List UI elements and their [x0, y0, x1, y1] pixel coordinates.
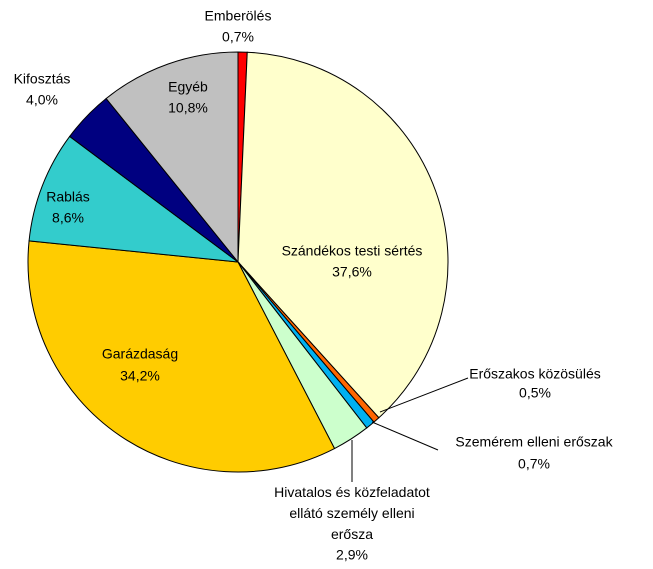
slice-label: Egyéb	[168, 79, 208, 95]
slice-label: Erőszakos közösülés	[469, 366, 601, 382]
value-label: 4,0%	[26, 92, 58, 108]
value-label: 0,5%	[519, 385, 551, 401]
slice-label: Szemérem elleni erőszak	[455, 434, 613, 450]
slice-label: Garázdaság	[102, 346, 178, 362]
pie-slice	[27, 240, 336, 473]
value-label: 37,6%	[332, 264, 372, 280]
value-label: 2,9%	[336, 547, 368, 563]
slice-label: Emberölés	[205, 8, 272, 24]
pie-slice	[28, 135, 240, 263]
leader-line	[379, 377, 469, 413]
value-label: 0,7%	[222, 29, 254, 45]
slice-label: Hivatalos és közfeladatot ellátó személy …	[274, 484, 430, 542]
slice-label: Kifosztás	[14, 71, 71, 87]
value-label: 10,8%	[168, 100, 208, 116]
value-label: 8,6%	[52, 210, 84, 226]
value-label: 34,2%	[120, 368, 160, 384]
value-label: 0,7%	[518, 456, 550, 472]
slice-label: Rablás	[46, 189, 90, 205]
pie-slice	[237, 51, 449, 419]
leader-line	[371, 421, 439, 451]
slice-label: Szándékos testi sértés	[282, 243, 423, 259]
pie-slice	[105, 51, 239, 264]
